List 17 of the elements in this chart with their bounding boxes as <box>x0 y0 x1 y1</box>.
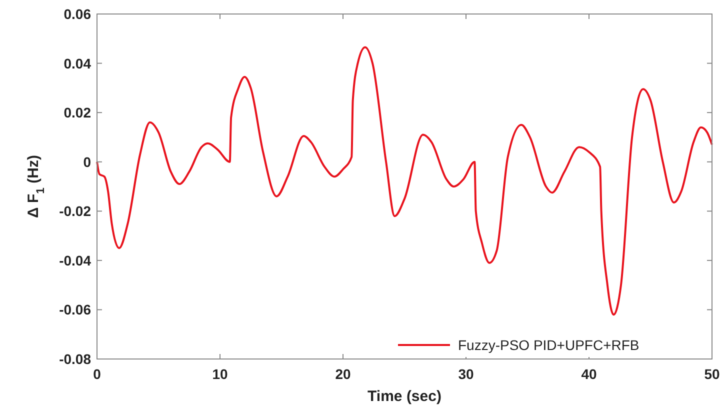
y-tick-label: -0.08 <box>59 351 92 367</box>
legend-label: Fuzzy-PSO PID+UPFC+RFB <box>458 337 640 353</box>
y-tick-label: -0.06 <box>59 302 92 318</box>
y-tick-label: 0.02 <box>64 104 92 121</box>
x-tick-label: 0 <box>93 366 102 382</box>
y-tick-label: 0.06 <box>64 6 92 22</box>
x-tick-label: 10 <box>212 366 228 382</box>
x-axis-title: Time (sec) <box>368 388 442 405</box>
line-series <box>96 46 713 316</box>
y-tick-label: -0.02 <box>59 203 92 220</box>
x-tick-label: 50 <box>704 366 720 382</box>
x-tick-label: 40 <box>581 366 597 382</box>
y-tick-label: 0 <box>83 154 92 170</box>
x-tick-label: 20 <box>335 366 351 382</box>
y-tick-label: -0.04 <box>59 252 92 268</box>
y-tick-label: 0.04 <box>64 55 92 72</box>
x-tick-label: 30 <box>458 366 474 382</box>
